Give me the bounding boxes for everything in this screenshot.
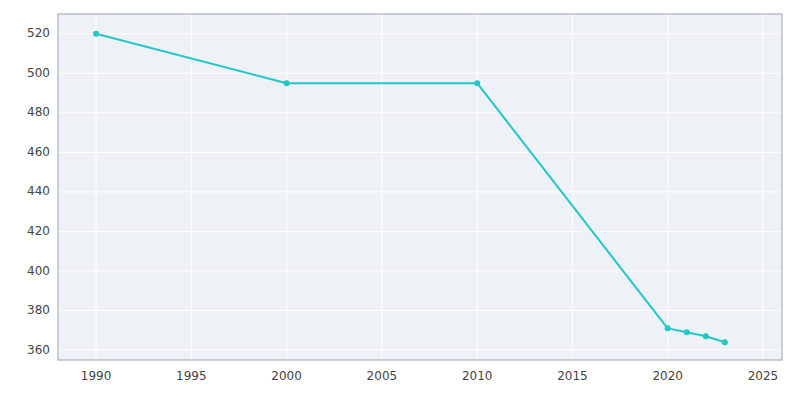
chart-svg: 360 380 400 420 440 460 480 500 520 1990 1995 2000 2… bbox=[0, 0, 800, 400]
y-tick-label: 400 bbox=[27, 264, 50, 278]
data-point bbox=[93, 31, 99, 37]
x-grid-line bbox=[762, 14, 763, 360]
x-grid-line bbox=[477, 14, 478, 360]
x-grid-line bbox=[286, 14, 287, 360]
y-tick-label: 420 bbox=[27, 224, 50, 238]
y-tick-label: 360 bbox=[27, 343, 50, 357]
x-tick-label: 2020 bbox=[652, 369, 683, 383]
chart-container: 360 380 400 420 440 460 480 500 520 1990 1995 2000 2… bbox=[0, 0, 800, 400]
data-point bbox=[722, 339, 728, 345]
x-tick-label: 2015 bbox=[557, 369, 588, 383]
x-grid-line bbox=[96, 14, 97, 360]
x-grid-line bbox=[381, 14, 382, 360]
y-grid-line bbox=[58, 191, 782, 192]
data-point bbox=[665, 325, 671, 331]
data-point bbox=[284, 80, 290, 86]
x-tick-label: 1995 bbox=[176, 369, 207, 383]
y-tick-label: 520 bbox=[27, 26, 50, 40]
y-grid-line bbox=[58, 350, 782, 351]
x-tick-label: 2000 bbox=[271, 369, 302, 383]
y-tick-label: 440 bbox=[27, 184, 50, 198]
data-group bbox=[93, 31, 728, 345]
data-point bbox=[703, 333, 709, 339]
y-grid-line bbox=[58, 152, 782, 153]
y-grid-line bbox=[58, 33, 782, 34]
x-grid-line bbox=[572, 14, 573, 360]
x-tick-label: 2005 bbox=[367, 369, 398, 383]
data-point bbox=[474, 80, 480, 86]
x-tick-label: 2010 bbox=[462, 369, 493, 383]
tick-labels: 360 380 400 420 440 460 480 500 520 1990 1995 2000 2… bbox=[27, 26, 778, 383]
y-tick-label: 460 bbox=[27, 145, 50, 159]
y-grid-line bbox=[58, 271, 782, 272]
data-line bbox=[96, 34, 725, 342]
y-grid-line bbox=[58, 310, 782, 311]
x-tick-label: 2025 bbox=[748, 369, 779, 383]
y-grid-line bbox=[58, 73, 782, 74]
plot-area bbox=[58, 14, 782, 360]
x-tick-label: 1990 bbox=[81, 369, 112, 383]
y-tick-label: 380 bbox=[27, 303, 50, 317]
x-grid-line bbox=[191, 14, 192, 360]
y-tick-label: 500 bbox=[27, 66, 50, 80]
plot-frame bbox=[58, 14, 782, 360]
y-grid-line bbox=[58, 231, 782, 232]
data-point bbox=[684, 329, 690, 335]
x-grid-line bbox=[667, 14, 668, 360]
y-grid-line bbox=[58, 112, 782, 113]
grid bbox=[58, 14, 782, 360]
y-tick-label: 480 bbox=[27, 105, 50, 119]
